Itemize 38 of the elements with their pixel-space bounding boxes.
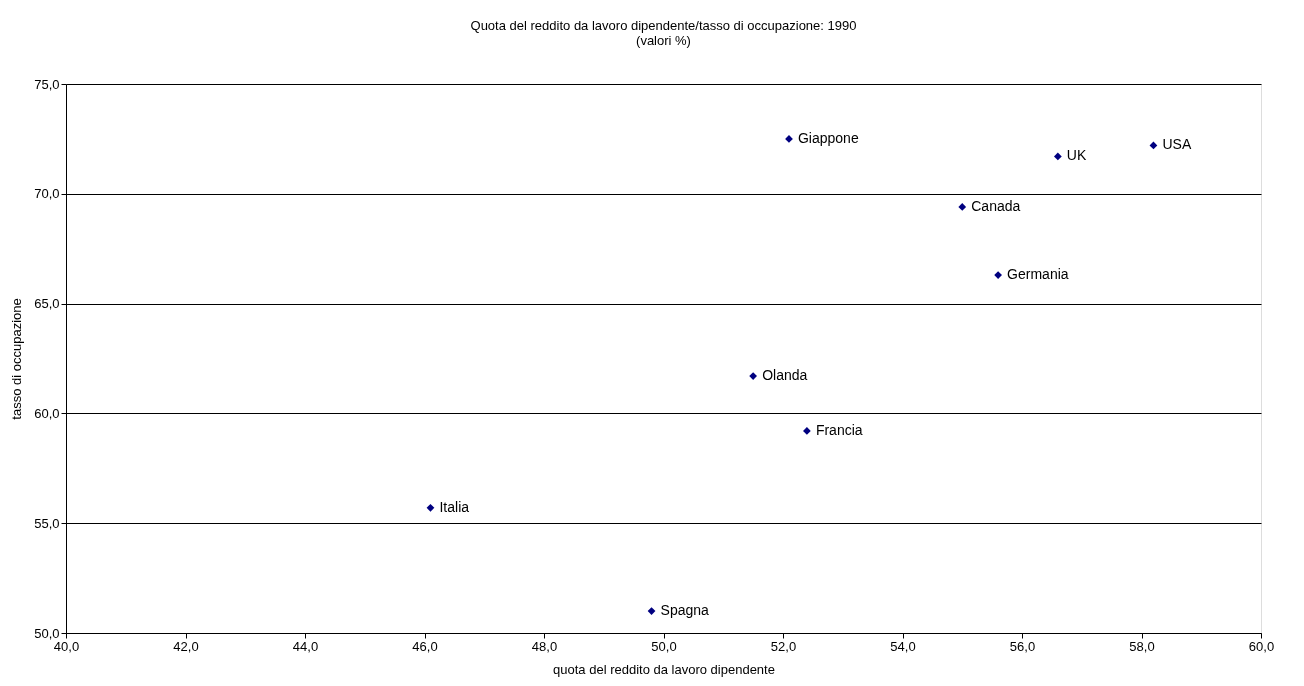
x-tick-label: 44,0 [292, 638, 319, 654]
point [958, 203, 967, 211]
point [749, 372, 757, 380]
x-tick-label: 46,0 [412, 638, 438, 654]
y-tick-label: 50,0 [34, 625, 60, 641]
x-tick-label: 40,0 [53, 638, 80, 654]
x-tick-label: 52,0 [770, 638, 797, 654]
y-tick-label: 60,0 [34, 405, 60, 421]
y-tick-label: 75,0 [34, 76, 60, 92]
point [994, 271, 1002, 279]
x-axis-title: quota del reddito da lavoro dipendente [553, 661, 775, 677]
y-tick-label: 65,0 [34, 296, 60, 312]
point [647, 607, 656, 615]
y-tick-label: 70,0 [34, 186, 60, 202]
annotation: UK [1066, 147, 1087, 164]
x-tick-label: 48,0 [531, 638, 558, 654]
y-tick-label: 55,0 [34, 515, 60, 531]
x-tick-label: 56,0 [1009, 638, 1036, 654]
x-tick-label: 60,0 [1248, 638, 1275, 654]
annotation: Giappone [797, 129, 859, 146]
point [803, 427, 811, 435]
chart-subtitle: (valori %) [636, 33, 691, 48]
point [1053, 152, 1062, 161]
point [785, 135, 793, 143]
annotation: Italia [439, 498, 470, 515]
annotation: USA [1162, 136, 1192, 153]
annotation: Canada [971, 197, 1021, 214]
x-tick-label: 50,0 [651, 638, 677, 654]
chart-title: Quota del reddito da lavoro dipendente/tasso di occupazione: 1990 [470, 18, 857, 33]
x-tick-label: 58,0 [1129, 638, 1155, 654]
x-tick-label: 54,0 [890, 638, 916, 654]
annotation: Olanda [762, 367, 808, 384]
x-tick-label: 42,0 [173, 638, 199, 654]
annotation: Francia [815, 421, 863, 438]
annotation: Germania [1007, 266, 1069, 283]
point [426, 503, 435, 512]
annotation: Spagna [660, 602, 710, 619]
y-axis-title: tasso di occupazione [9, 298, 25, 420]
